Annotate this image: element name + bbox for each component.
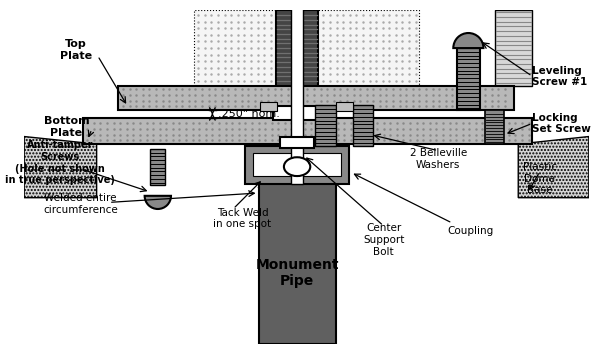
Bar [150,149,166,184]
Text: 2 Belleville
Washers: 2 Belleville Washers [410,148,467,170]
Bar [83,118,532,144]
Text: Top
Plate: Top Plate [60,39,92,61]
Bar [280,137,314,148]
Bar [259,146,335,344]
Bar [495,10,532,86]
Text: .250" nom.: .250" nom. [218,109,280,119]
Text: Monument
Pipe: Monument Pipe [256,258,339,288]
Bar [245,146,349,184]
Bar [485,110,504,144]
Bar [260,102,277,111]
Wedge shape [454,33,484,48]
Bar [457,48,479,110]
Bar [262,149,333,181]
Polygon shape [518,137,589,198]
Text: Tack Weld
in one spot: Tack Weld in one spot [214,207,272,229]
Bar [353,104,373,146]
Bar [253,154,341,176]
Text: Leveling
Screw #1: Leveling Screw #1 [532,65,587,87]
Bar [315,104,335,146]
Bar [277,10,318,118]
Polygon shape [24,137,97,198]
Bar [335,102,353,111]
Bar [292,0,303,184]
Text: Bottom
Plate: Bottom Plate [44,116,89,138]
Ellipse shape [284,157,310,176]
Bar [272,107,322,120]
Text: Locking
Set Screw: Locking Set Screw [532,113,591,134]
Bar [194,10,419,86]
Bar [118,86,514,110]
Text: Welded entire
circumference: Welded entire circumference [43,194,118,215]
Text: Coupling: Coupling [448,225,494,236]
Wedge shape [145,196,171,209]
Text: Center
Support
Bolt: Center Support Bolt [363,223,404,257]
Text: Plastic
Dome
Base: Plastic Dome Base [523,162,557,195]
Text: Anti-tamper
Screws
(Hole not shown
in true perspective): Anti-tamper Screws (Hole not shown in tr… [5,141,115,185]
